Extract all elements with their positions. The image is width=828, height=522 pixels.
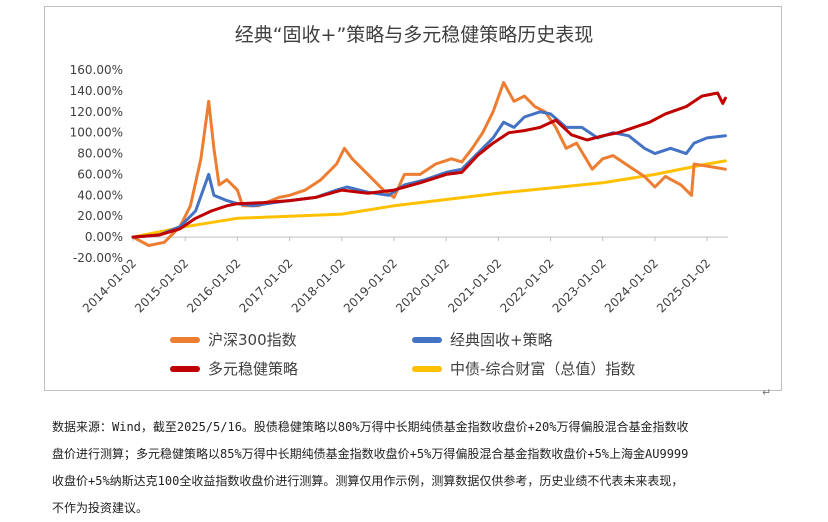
- chart-frame: [44, 6, 782, 391]
- series-bond-line: [131, 159, 727, 239]
- y-tick-label: 140.00%: [70, 84, 123, 98]
- series-classic-line: [131, 110, 727, 239]
- legend-label-classic: 经典固收+策略: [450, 331, 553, 349]
- y-tick-label: 80.00%: [77, 147, 123, 161]
- legend-item-hs300: 沪深300指数: [170, 329, 297, 350]
- y-tick-label: 160.00%: [70, 63, 123, 77]
- series-multi-line: [131, 91, 727, 239]
- x-tick-label: 2021-01-02: [445, 256, 504, 315]
- chart-title: 经典“固收+”策略与多元稳健策略历史表现: [234, 24, 594, 46]
- x-tick-label: 2020-01-02: [393, 256, 452, 315]
- legend-label-multi: 多元稳健策略: [208, 360, 299, 378]
- legend-item-bond: 中债-综合财富（总值）指数: [412, 358, 635, 379]
- legend-swatch-hs300: [170, 336, 200, 343]
- legend-label-hs300: 沪深300指数: [208, 331, 297, 349]
- note-line: 盘价进行测算；多元稳健策略以85%万得中长期纯债基金指数收盘价+5%万得偏股混合…: [52, 447, 689, 461]
- legend-swatch-multi: [170, 365, 200, 372]
- legend-item-classic: 经典固收+策略: [412, 329, 553, 350]
- y-tick-label: 120.00%: [70, 105, 123, 119]
- y-tick-label: 40.00%: [77, 188, 123, 202]
- y-tick-label: 0.00%: [85, 230, 123, 244]
- x-tick-label: 2022-01-02: [497, 256, 556, 315]
- series-hs300-line: [131, 81, 727, 247]
- note-line: 不作为投资建议。: [52, 501, 149, 515]
- x-tick-label: 2016-01-02: [184, 256, 243, 315]
- legend-swatch-bond: [412, 365, 442, 372]
- y-tick-label: 60.00%: [77, 167, 123, 181]
- x-tick-label: 2014-01-02: [80, 256, 139, 315]
- legend-label-bond: 中债-综合财富（总值）指数: [450, 360, 636, 378]
- x-tick-label: 2018-01-02: [289, 256, 348, 315]
- legend-item-multi: 多元稳健策略: [170, 358, 298, 379]
- x-tick-label: 2015-01-02: [132, 256, 191, 315]
- x-tick-label: 2024-01-02: [602, 256, 661, 315]
- legend-swatch-classic: [412, 336, 442, 343]
- notes: 数据来源：Wind，截至2025/5/16。股债稳健策略以80%万得中长期纯债基…: [52, 414, 792, 522]
- y-tick-label: 20.00%: [77, 209, 123, 223]
- x-tick-label: 2025-01-02: [654, 256, 713, 315]
- x-tick-label: 2023-01-02: [550, 256, 609, 315]
- y-tick-label: -20.00%: [73, 251, 123, 265]
- y-tick-label: 100.00%: [70, 126, 123, 140]
- x-tick-label: 2019-01-02: [341, 256, 400, 315]
- note-line: 收盘价+5%纳斯达克100全收益指数收盘价进行测算。测算仅用作示例，测算数据仅供…: [52, 474, 684, 488]
- note-line: 数据来源：Wind，截至2025/5/16。股债稳健策略以80%万得中长期纯债基…: [52, 420, 689, 434]
- x-tick-label: 2017-01-02: [236, 256, 295, 315]
- return-mark: ↵: [762, 386, 772, 399]
